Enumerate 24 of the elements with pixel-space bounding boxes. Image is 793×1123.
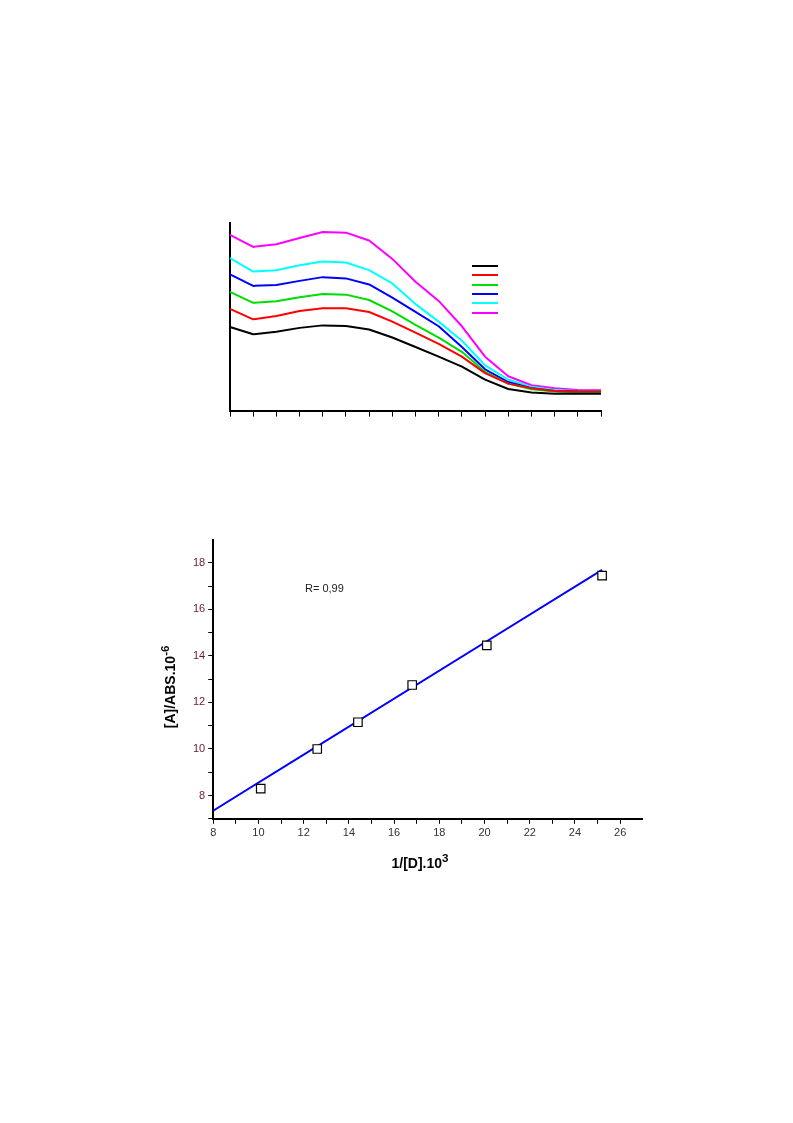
point: [255, 783, 266, 794]
annotation: R= 0,99: [305, 582, 344, 594]
x-tick-label: 24: [568, 826, 582, 839]
x-tick-label: 12: [297, 826, 310, 839]
point: [312, 744, 323, 754]
point: [407, 680, 418, 690]
point: [597, 570, 607, 581]
x-axis-title: 1/[D].10$^{3}$: [390, 851, 450, 871]
x-tick-label: 22: [523, 826, 536, 839]
x-tick-label: 14: [342, 826, 356, 839]
x-tick-label: 16: [387, 826, 401, 839]
x-tick-label: 20: [478, 826, 491, 839]
y-tick-label: 18: [192, 555, 206, 568]
y-tick-label: 16: [192, 602, 206, 615]
y-tick-label: 10: [192, 742, 206, 755]
x-tick-label: 10: [252, 826, 265, 839]
x-tick-label: 8: [210, 826, 217, 839]
point: [353, 717, 363, 728]
y-tick-label: 8: [199, 788, 206, 801]
y-tick-label: 12: [192, 695, 206, 708]
x-tick-label: 26: [614, 826, 627, 839]
x-tick-label: 18: [433, 826, 446, 839]
y-tick-label: 14: [192, 648, 206, 661]
point: [481, 640, 492, 651]
